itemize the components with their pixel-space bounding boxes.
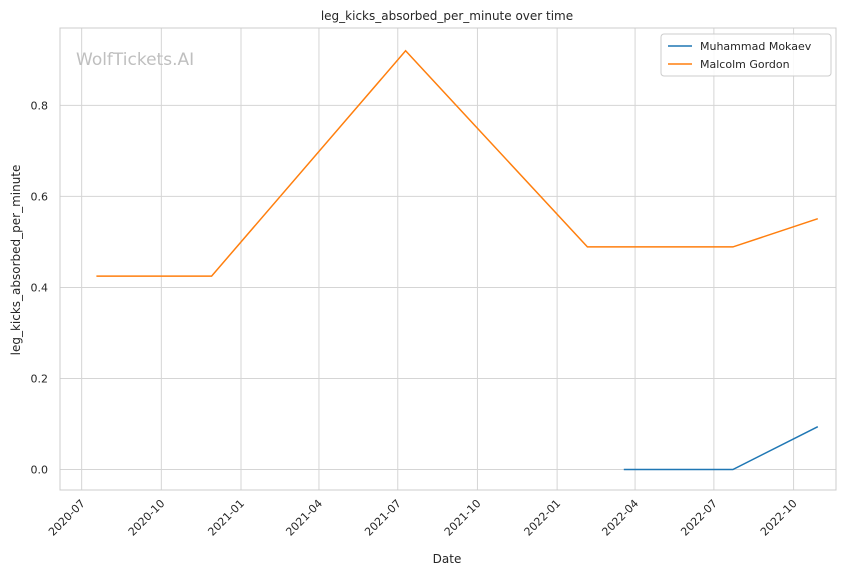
x-tick-label: 2021-07 bbox=[362, 497, 404, 539]
x-axis-label: Date bbox=[433, 552, 462, 566]
x-tick-label: 2022-01 bbox=[522, 497, 564, 539]
x-tick-label: 2021-01 bbox=[205, 497, 247, 539]
series-line-1 bbox=[96, 49, 819, 277]
series-lines bbox=[96, 49, 819, 471]
x-axis-ticks: 2020-07 2020-10 2021-01 2021-04 2021-07 2021-… bbox=[46, 497, 800, 539]
legend-box bbox=[660, 33, 832, 77]
chart-title: leg_kicks_absorbed_per_minute over time bbox=[321, 9, 573, 23]
y-tick-label: 0.8 bbox=[31, 99, 49, 112]
y-tick-label: 0.0 bbox=[31, 464, 49, 477]
x-tick-label: 2020-10 bbox=[126, 497, 168, 539]
plot-frame bbox=[59, 27, 837, 491]
x-tick-label: 2020-07 bbox=[46, 497, 88, 539]
x-tick-label: 2022-04 bbox=[599, 497, 641, 539]
y-tick-label: 0.4 bbox=[31, 281, 49, 294]
legend-label-0: Muhammad Mokaev bbox=[700, 40, 812, 53]
series-line-0 bbox=[623, 426, 819, 471]
y-axis-label: leg_kicks_absorbed_per_minute bbox=[9, 165, 23, 356]
legend-label-1: Malcolm Gordon bbox=[700, 58, 790, 71]
legend: Muhammad Mokaev Malcolm Gordon bbox=[660, 33, 832, 77]
x-tick-label: 2021-10 bbox=[442, 497, 484, 539]
y-axis-ticks: 0.0 0.2 0.4 0.6 0.8 bbox=[31, 99, 49, 476]
watermark: WolfTickets.AI bbox=[76, 50, 194, 70]
x-tick-label: 2021-04 bbox=[283, 497, 325, 539]
x-tick-label: 2022-10 bbox=[758, 497, 800, 539]
y-tick-label: 0.6 bbox=[31, 190, 49, 203]
y-tick-label: 0.2 bbox=[31, 372, 49, 385]
grid bbox=[60, 28, 836, 490]
x-tick-label: 2022-07 bbox=[678, 497, 720, 539]
